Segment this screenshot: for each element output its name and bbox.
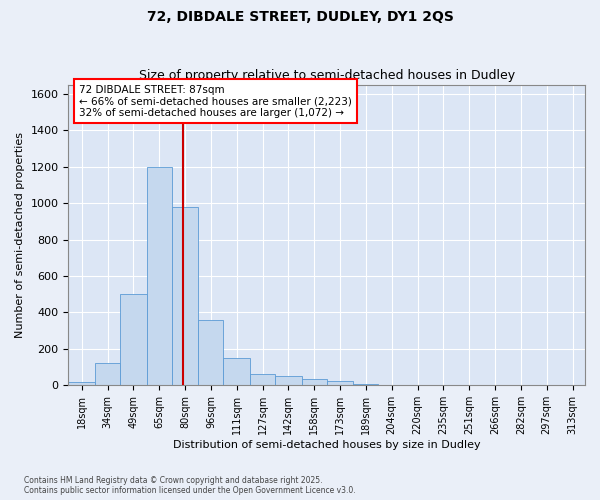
Bar [223, 358, 250, 386]
Bar [327, 381, 353, 386]
Bar [172, 206, 199, 386]
Bar [95, 364, 120, 386]
Text: 72 DIBDALE STREET: 87sqm
← 66% of semi-detached houses are smaller (2,223)
32% o: 72 DIBDALE STREET: 87sqm ← 66% of semi-d… [79, 84, 352, 118]
Bar [199, 320, 223, 386]
Bar [302, 379, 327, 386]
X-axis label: Distribution of semi-detached houses by size in Dudley: Distribution of semi-detached houses by … [173, 440, 481, 450]
Text: Contains HM Land Registry data © Crown copyright and database right 2025.
Contai: Contains HM Land Registry data © Crown c… [24, 476, 356, 495]
Bar [353, 384, 379, 386]
Title: Size of property relative to semi-detached houses in Dudley: Size of property relative to semi-detach… [139, 69, 515, 82]
Y-axis label: Number of semi-detached properties: Number of semi-detached properties [15, 132, 25, 338]
Bar [68, 382, 95, 386]
Bar [147, 166, 172, 386]
Bar [275, 376, 302, 386]
Bar [120, 294, 147, 386]
Text: 72, DIBDALE STREET, DUDLEY, DY1 2QS: 72, DIBDALE STREET, DUDLEY, DY1 2QS [146, 10, 454, 24]
Bar [250, 374, 275, 386]
